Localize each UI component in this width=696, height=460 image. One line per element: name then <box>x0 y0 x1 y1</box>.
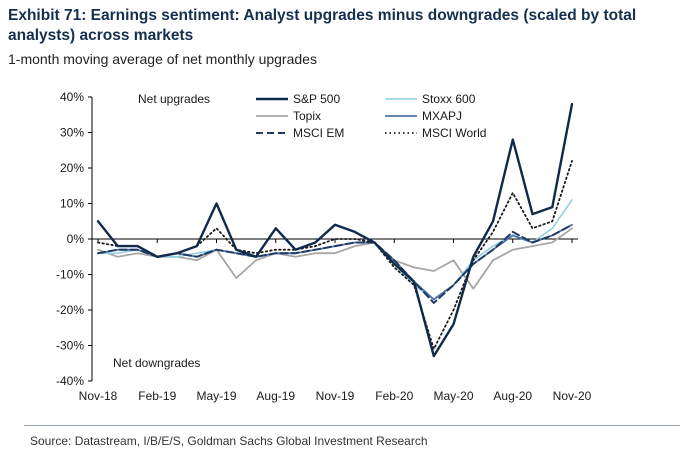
x-tick-label: Nov-18 <box>79 389 118 403</box>
legend-label: S&P 500 <box>293 92 340 106</box>
legend-label: MSCI World <box>422 126 486 140</box>
x-tick-label: Aug-19 <box>256 389 295 403</box>
x-tick-label: May-19 <box>196 389 236 403</box>
y-tick-label: -30% <box>56 339 84 353</box>
axes: -40% -30% -20% -10% 0% 10% 20% 30% 40% Nov-18 Feb-… <box>56 90 592 403</box>
legend-label: MXAPJ <box>422 109 462 123</box>
legend: S&P 500 Stoxx 600 Topix MXAPJ MSCI EM MSCI Wo… <box>256 92 486 140</box>
series-layer <box>96 102 574 358</box>
y-tick-label: -20% <box>56 303 84 317</box>
legend-label: Stoxx 600 <box>422 92 476 106</box>
legend-label: MSCI EM <box>293 126 344 140</box>
x-tick-label: Nov-20 <box>553 389 592 403</box>
series-line-s-p-500 <box>96 102 574 358</box>
x-tick-label: Feb-19 <box>138 389 176 403</box>
chart-subtitle: 1-month moving average of net monthly up… <box>8 51 317 67</box>
y-tick-label: -40% <box>56 374 84 388</box>
y-tick-label: 30% <box>60 126 84 140</box>
legend-label: Topix <box>293 109 321 123</box>
series-line-msci-em <box>97 223 573 304</box>
y-tick-label: 40% <box>60 90 84 104</box>
x-tick-label: Aug-20 <box>493 389 532 403</box>
series-line-topix <box>97 227 573 290</box>
line-chart: -40% -30% -20% -10% 0% 10% 20% 30% 40% Nov-18 Feb-… <box>56 90 592 403</box>
annotation-net-downgrades: Net downgrades <box>113 356 200 370</box>
y-tick-label: 10% <box>60 197 84 211</box>
source-note: Source: Datastream, I/B/E/S, Goldman Sac… <box>30 434 428 448</box>
y-tick-label: 0% <box>67 232 85 246</box>
x-tick-label: Feb-20 <box>375 389 413 403</box>
y-tick-label: 20% <box>60 161 84 175</box>
source-divider <box>24 425 680 426</box>
chart-title: Exhibit 71: Earnings sentiment: Analyst … <box>8 7 637 44</box>
series-line-mxapj <box>97 223 573 301</box>
x-tick-label: May-20 <box>433 389 473 403</box>
annotation-net-upgrades: Net upgrades <box>138 92 210 106</box>
x-tick-label: Nov-19 <box>316 389 355 403</box>
y-tick-label: -10% <box>56 268 84 282</box>
